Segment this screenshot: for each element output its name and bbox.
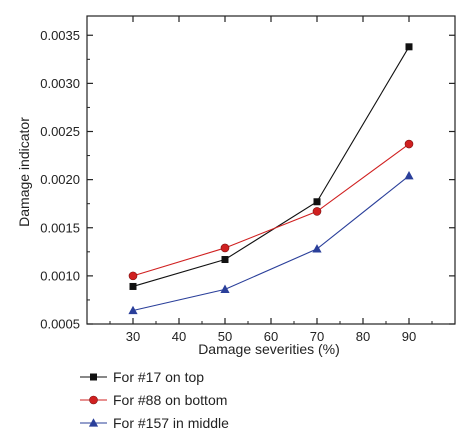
series-line-1 xyxy=(132,46,410,287)
x-tick-label: 30 xyxy=(126,329,140,344)
data-point xyxy=(220,284,230,293)
x-tick-label: 40 xyxy=(172,329,186,344)
data-point xyxy=(312,244,322,253)
x-tick-label: 70 xyxy=(310,329,324,344)
legend-marker xyxy=(90,373,97,381)
legend-label: For #17 on top xyxy=(113,369,204,385)
y-tick-label: 0.0020 xyxy=(40,172,80,187)
legend-marker xyxy=(88,418,99,427)
series-line-2 xyxy=(132,143,410,277)
x-tick-label: 60 xyxy=(264,329,278,344)
y-tick-label: 0.0015 xyxy=(40,220,80,235)
series-line-3 xyxy=(132,175,410,312)
x-axis-title: Damage severities (%) xyxy=(198,341,340,357)
x-tick-label: 80 xyxy=(356,329,370,344)
x-tick-label: 90 xyxy=(402,329,416,344)
legend-label: For #157 in middle xyxy=(113,415,229,431)
data-point xyxy=(404,170,414,180)
data-point xyxy=(313,198,321,206)
data-point xyxy=(128,271,138,281)
data-point xyxy=(221,256,229,264)
y-tick-label: 0.0005 xyxy=(40,317,80,332)
x-tick-label: 50 xyxy=(218,329,232,344)
data-point xyxy=(312,207,322,216)
data-point xyxy=(405,43,413,51)
y-tick-label: 0.0025 xyxy=(40,124,80,139)
data-point xyxy=(404,139,414,149)
y-axis-title: Damage indicator xyxy=(16,117,32,227)
plot-area: 30 40 50 60 70 80 90 0.0005 0.0010 0.0015 0.0020 0.… xyxy=(40,15,456,344)
legend: For #17 on top For #88 on bottom For #157 … xyxy=(80,369,229,431)
series-layer xyxy=(128,43,414,315)
y-tick-label: 0.0010 xyxy=(40,268,80,283)
legend-marker xyxy=(89,395,98,405)
data-point xyxy=(220,243,230,253)
y-tick-label: 0.0035 xyxy=(40,28,80,43)
data-point xyxy=(128,305,138,315)
data-point xyxy=(129,282,137,290)
legend-label: For #88 on bottom xyxy=(113,392,227,408)
y-tick-label: 0.0030 xyxy=(40,76,80,91)
